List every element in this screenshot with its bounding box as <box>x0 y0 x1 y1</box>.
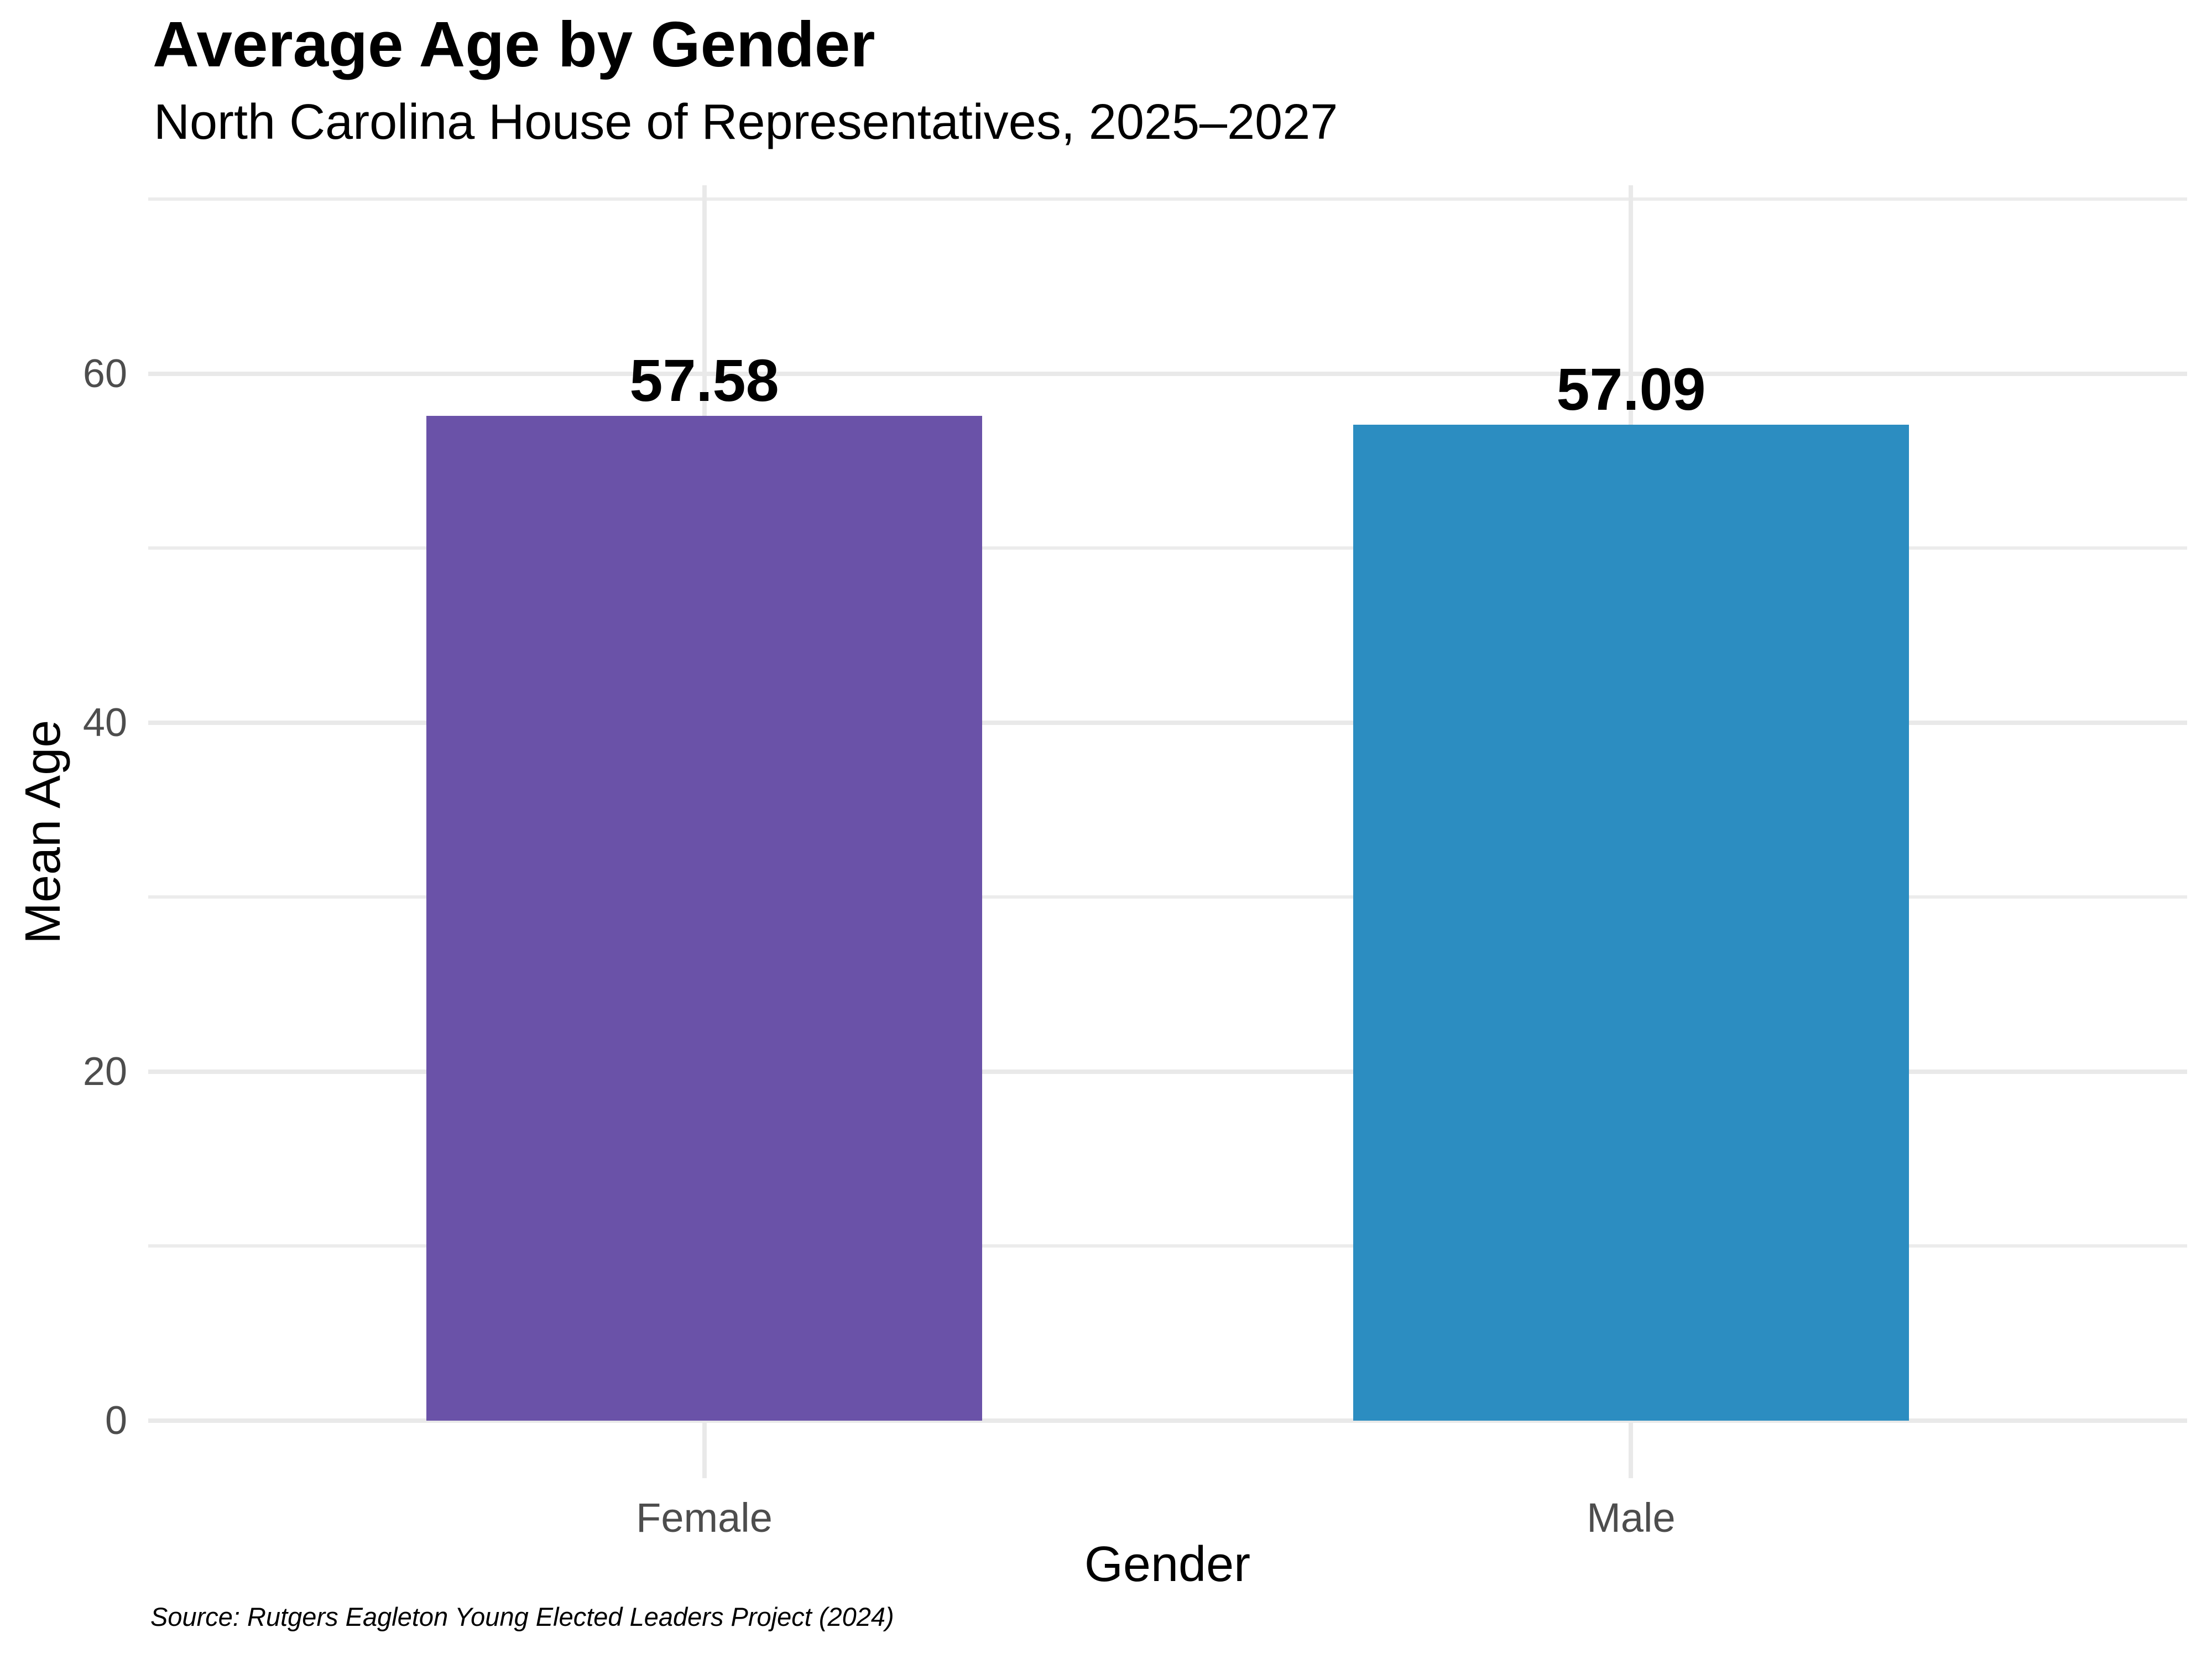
bar-value-label: 57.58 <box>629 347 779 414</box>
y-tick-label-40: 40 <box>82 700 127 745</box>
y-tick-label-60: 60 <box>82 351 127 396</box>
gridline-minor-y-10 <box>148 1244 2187 1248</box>
x-tick-label-female: Female <box>636 1495 773 1541</box>
bar-value-label: 57.09 <box>1556 355 1706 422</box>
gridline-minor-y-30 <box>148 895 2187 899</box>
y-tick-label-0: 0 <box>105 1398 127 1443</box>
gridline-y-60 <box>148 371 2187 376</box>
gridline-minor-y-50 <box>148 546 2187 550</box>
chart-title: Average Age by Gender <box>153 8 875 80</box>
gridline-y-20 <box>148 1069 2187 1074</box>
plot-panel: 57.58 Female 57.09 Male <box>148 185 2187 1538</box>
bar-male <box>1353 424 1910 1421</box>
source-caption: Source: Rutgers Eagleton Young Elected L… <box>150 1602 894 1631</box>
x-tick-label-male: Male <box>1587 1495 1676 1541</box>
gridline-y-40 <box>148 720 2187 725</box>
y-tick-label-20: 20 <box>82 1049 127 1094</box>
gridline-minor-y-70 <box>148 197 2187 201</box>
gridline-y-0 <box>148 1418 2187 1423</box>
bar-female <box>426 416 983 1421</box>
x-axis-title: Gender <box>1084 1537 1251 1592</box>
chart-subtitle: North Carolina House of Representatives,… <box>154 95 1338 150</box>
